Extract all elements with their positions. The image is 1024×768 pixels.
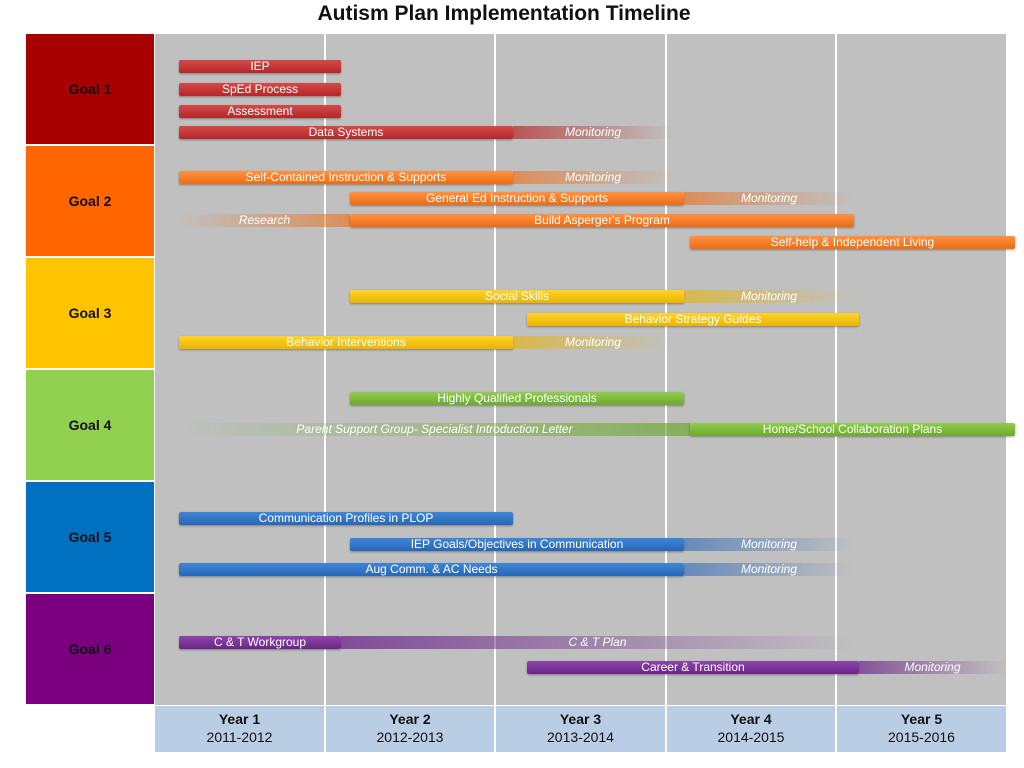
chart-title: Autism Plan Implementation Timeline (317, 2, 691, 25)
goal-2-row-label: Goal 2 (26, 146, 154, 258)
ct-plan-fade-bar: C & T Plan (341, 636, 854, 649)
year-range: 2011-2012 (206, 729, 273, 745)
monitoring-fade-bar: Monitoring (684, 192, 854, 205)
task-self-contained: Self-Contained Instruction & Supports (179, 171, 513, 184)
parent-support-fade-bar: Parent Support Group- Specialist Introdu… (179, 423, 690, 436)
year-range: 2014-2015 (717, 729, 785, 745)
timeline-area: IEP SpEd Process Assessment Data Systems… (155, 34, 1015, 705)
monitoring-fade-bar: Monitoring (513, 126, 673, 139)
year-label: Year 5 (900, 711, 943, 727)
goal-4-row-label: Goal 4 (26, 370, 154, 482)
year-axis: Year 1 2011-2012 Year 2 2012-2013 Year 3… (155, 706, 1006, 752)
task-iep: IEP (179, 60, 341, 73)
year-3-cell: Year 3 2013-2014 (496, 706, 665, 752)
year-divider (324, 34, 326, 705)
task-social-skills: Social Skills (350, 290, 684, 303)
monitoring-fade-bar: Monitoring (684, 538, 854, 551)
goal-3-row-label: Goal 3 (26, 258, 154, 370)
goal-column: Goal 1 Goal 2 Goal 3 Goal 4 Goal 5 Goal … (26, 34, 154, 706)
task-aug-comm: Aug Comm. & AC Needs (179, 563, 684, 576)
task-comm-profiles: Communication Profiles in PLOP (179, 512, 513, 525)
monitoring-fade-bar: Monitoring (513, 336, 673, 349)
year-4-cell: Year 4 2014-2015 (667, 706, 835, 752)
year-5-cell: Year 5 2015-2016 (837, 706, 1006, 752)
monitoring-fade-bar: Monitoring (859, 661, 1006, 674)
year-label: Year 1 (218, 711, 261, 727)
year-1-cell: Year 1 2011-2012 (155, 706, 324, 752)
goal-5-row-label: Goal 5 (26, 482, 154, 594)
year-label: Year 3 (559, 711, 602, 727)
task-self-help: Self-help & Independent Living (690, 236, 1015, 249)
monitoring-fade-bar: Monitoring (513, 171, 673, 184)
research-fade-bar: Research (179, 214, 350, 227)
year-2-cell: Year 2 2012-2013 (326, 706, 494, 752)
year-range: 2013-2014 (547, 729, 614, 745)
task-ct-workgroup: C & T Workgroup (179, 636, 341, 649)
task-aspergers-program: Build Asperger's Program (350, 214, 854, 227)
year-divider (835, 34, 837, 705)
year-label: Year 4 (730, 711, 772, 727)
monitoring-fade-bar: Monitoring (684, 563, 854, 576)
task-hqp: Highly Qualified Professionals (350, 392, 684, 405)
task-career-transition: Career & Transition (527, 661, 859, 674)
year-divider (494, 34, 496, 705)
year-range: 2012-2013 (376, 729, 444, 745)
task-sped-process: SpEd Process (179, 83, 341, 96)
task-behavior-guides: Behavior Strategy Guides (527, 313, 859, 326)
task-iep-goals: IEP Goals/Objectives in Communication (350, 538, 684, 551)
task-home-school: Home/School Collaboration Plans (690, 423, 1015, 436)
task-general-ed: General Ed Instruction & Supports (350, 192, 684, 205)
year-divider (665, 34, 667, 705)
task-assessment: Assessment (179, 105, 341, 118)
goal-1-row-label: Goal 1 (26, 34, 154, 146)
year-range: 2015-2016 (888, 729, 955, 745)
task-data-systems: Data Systems (179, 126, 513, 139)
year-label: Year 2 (389, 711, 431, 727)
task-behavior-interventions: Behavior Interventions (179, 336, 513, 349)
monitoring-fade-bar: Monitoring (684, 290, 854, 303)
goal-6-row-label: Goal 6 (26, 594, 154, 706)
